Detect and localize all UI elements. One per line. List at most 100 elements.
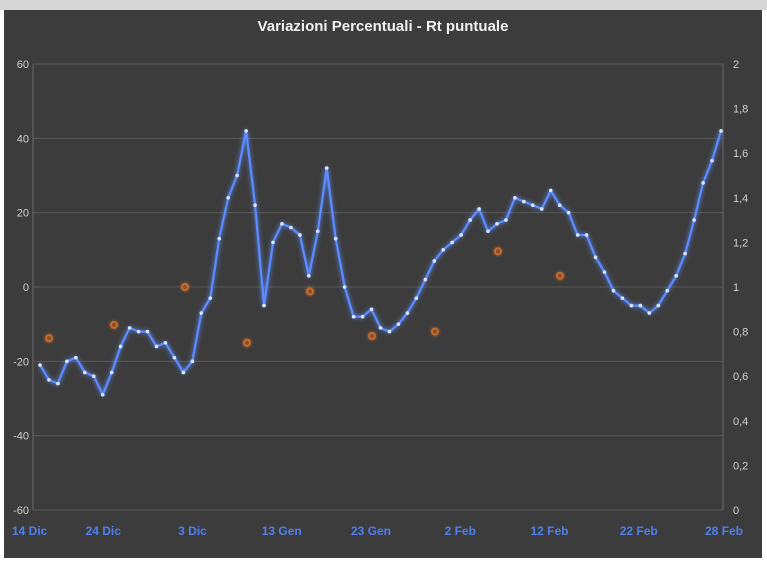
line-data-point xyxy=(504,218,508,222)
x-tick-label: 23 Gen xyxy=(351,524,391,538)
line-data-point xyxy=(91,374,96,379)
y-left-tick-label: -40 xyxy=(13,431,29,443)
line-data-point xyxy=(65,359,69,364)
y-right-tick-label: 0,4 xyxy=(733,416,748,428)
line-data-point xyxy=(531,203,535,208)
line-data-point xyxy=(638,303,643,308)
rt-data-point xyxy=(556,271,564,280)
line-data-point xyxy=(548,188,553,193)
line-data-point xyxy=(118,344,123,349)
chart-panel: Variazioni Percentuali - Rt puntuale 60 4… xyxy=(4,10,762,558)
line-data-point xyxy=(100,392,105,397)
line-data-point xyxy=(163,340,168,345)
x-tick-label: 13 Gen xyxy=(262,524,302,538)
x-tick-label: 28 Feb xyxy=(705,524,743,538)
rt-data-point xyxy=(243,338,251,347)
line-data-point xyxy=(629,303,634,308)
line-data-point xyxy=(74,355,78,360)
line-data-point xyxy=(208,296,213,300)
line-data-point xyxy=(226,196,230,200)
line-data-point xyxy=(154,344,159,349)
line-data-point xyxy=(396,322,401,326)
line-data-point xyxy=(307,274,311,278)
line-data-point xyxy=(432,259,437,263)
line-data-point xyxy=(262,303,266,308)
y-left-tick-label: 20 xyxy=(17,208,29,220)
line-data-point xyxy=(593,255,598,260)
y-right-tick-label: 0,8 xyxy=(733,327,748,339)
line-data-point xyxy=(557,203,562,208)
line-data-point xyxy=(647,311,652,315)
line-data-point xyxy=(271,240,275,245)
line-data-point xyxy=(674,274,678,278)
line-data-point xyxy=(719,129,723,133)
x-tick-label: 14 Dic xyxy=(12,524,48,538)
line-data-point xyxy=(405,311,410,315)
line-data-point xyxy=(83,370,87,375)
line-data-point xyxy=(620,296,625,300)
line-data-point xyxy=(710,158,714,163)
line-data-point xyxy=(145,329,150,334)
y-left-tick-label: 60 xyxy=(17,59,29,71)
line-data-point xyxy=(692,218,696,222)
x-tick-label: 2 Feb xyxy=(445,524,476,538)
rt-data-point xyxy=(110,320,118,329)
line-data-point xyxy=(423,277,428,282)
rt-data-point xyxy=(494,247,502,256)
line-data-point xyxy=(575,233,580,237)
line-chart: Variazioni Percentuali - Rt puntuale 60 4… xyxy=(12,18,748,538)
top-bar xyxy=(0,0,767,10)
line-data-point xyxy=(369,307,374,312)
rt-data-point xyxy=(45,334,53,343)
rt-data-point xyxy=(368,332,376,341)
y-right-tick-label: 0,2 xyxy=(733,460,748,472)
line-data-point xyxy=(324,166,329,170)
line-data-point xyxy=(414,296,419,300)
line-data-point xyxy=(387,329,392,334)
line-data-point xyxy=(47,378,51,382)
line-data-point xyxy=(477,207,481,211)
y-right-tick-label: 1,6 xyxy=(733,148,748,160)
line-data-point xyxy=(566,210,571,215)
line-data-point xyxy=(217,236,222,241)
line-data-point xyxy=(602,270,607,274)
line-data-point xyxy=(656,303,661,308)
chart-title: Variazioni Percentuali - Rt puntuale xyxy=(258,18,509,35)
line-data-point xyxy=(315,229,320,234)
line-data-point xyxy=(280,222,284,226)
y-right-tick-label: 0,6 xyxy=(733,371,748,383)
line-data-point xyxy=(38,363,42,367)
line-data-point xyxy=(235,173,239,178)
line-data-point xyxy=(289,225,293,230)
line-data-point xyxy=(513,196,517,200)
line-data-point xyxy=(351,314,356,319)
line-data-point xyxy=(701,181,705,185)
line-data-point xyxy=(181,370,186,375)
line-data-point xyxy=(486,229,490,234)
line-data-point xyxy=(441,248,446,252)
line-data-point xyxy=(360,314,365,319)
line-data-point xyxy=(253,203,257,208)
line-data-point xyxy=(127,326,132,330)
series-line xyxy=(39,129,723,396)
line-data-point xyxy=(109,370,114,375)
line-data-point xyxy=(199,311,204,315)
y-right-tick-label: 1,4 xyxy=(733,193,748,205)
line-data-point xyxy=(136,329,141,334)
rt-data-point xyxy=(181,283,189,291)
line-data-point xyxy=(522,199,526,204)
line-data-point xyxy=(298,233,302,237)
rt-data-point xyxy=(306,287,314,296)
line-data-point xyxy=(665,288,670,293)
line-data-point xyxy=(378,326,383,330)
line-data-point xyxy=(172,355,177,360)
plot-area: 60 40 20 0 -20 -40 -60 2 1,8 1,6 1,4 1,2 1 0,8 0,6 0,4 0… xyxy=(12,59,748,538)
x-tick-label: 22 Feb xyxy=(620,524,658,538)
line-data-point xyxy=(244,129,248,133)
line-data-point xyxy=(190,359,195,364)
y-right-tick-label: 2 xyxy=(733,59,739,71)
line-data-point xyxy=(56,381,60,386)
x-tick-label: 3 Dic xyxy=(178,524,207,538)
line-data-point xyxy=(459,233,463,237)
